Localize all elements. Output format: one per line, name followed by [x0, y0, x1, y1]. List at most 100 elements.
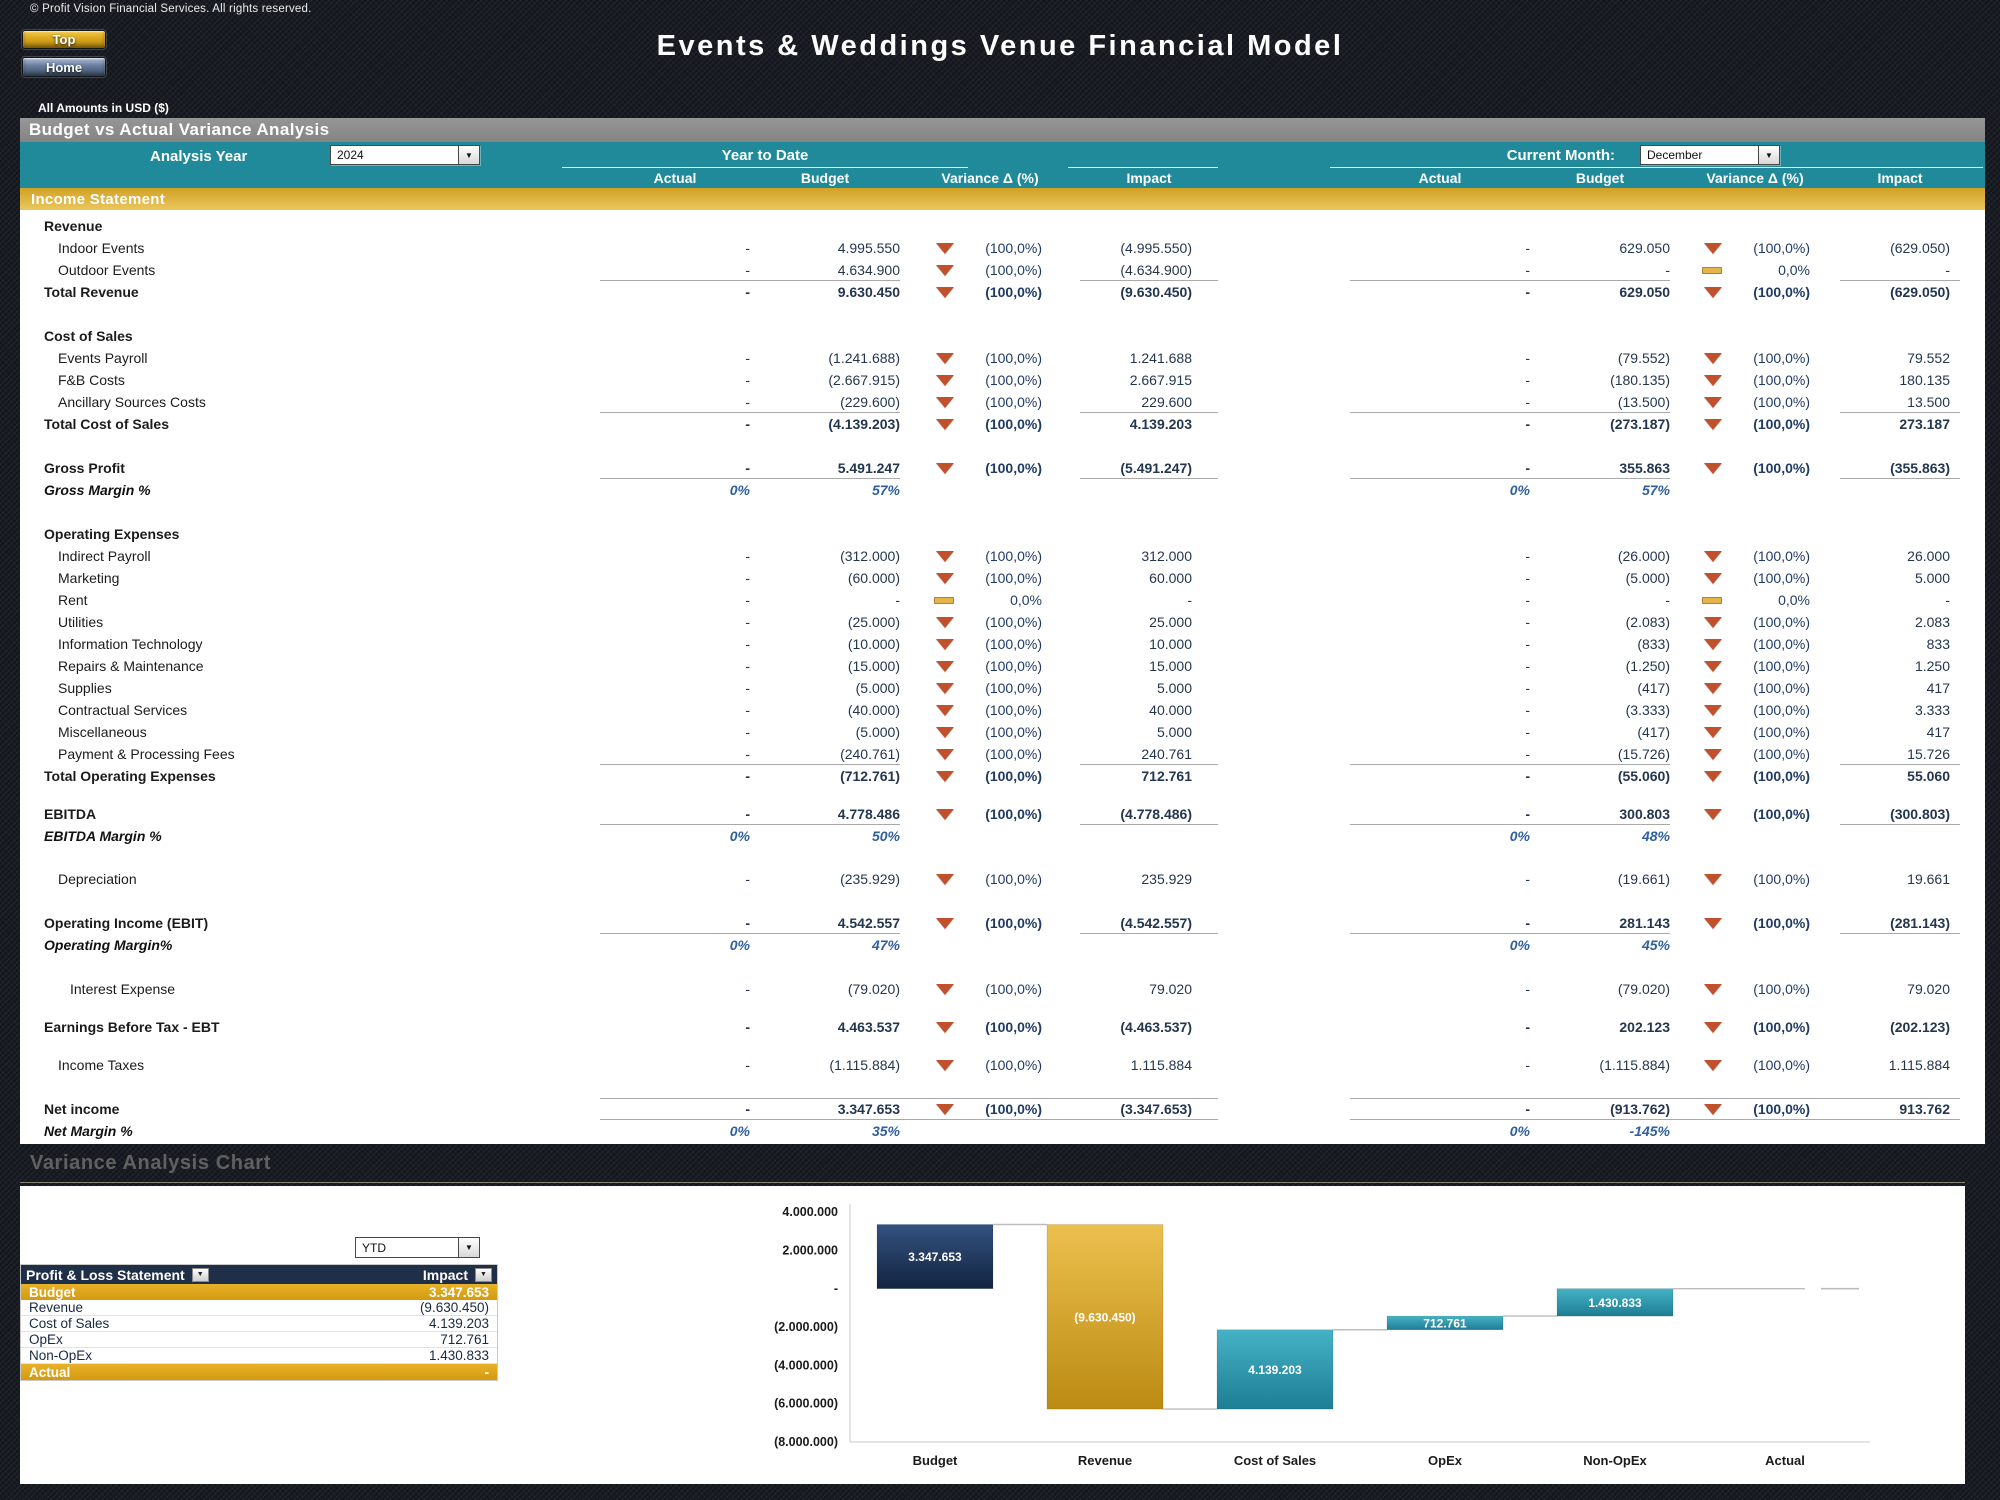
analysis-year-select[interactable]: 2024 ▼: [330, 145, 480, 165]
variance-down-icon: [936, 374, 954, 386]
col-header-cm-budget: Budget: [1575, 170, 1625, 186]
pnl-table-rows: Budget 3.347.653 Revenue (9.630.450) Cost of…: [21, 1284, 497, 1380]
income-row: Outdoor Events -4.634.900 (100,0%) (4.634.9…: [20, 259, 1985, 281]
variance-down-icon: [1704, 616, 1722, 628]
variance-down-icon: [936, 352, 954, 364]
income-row: Indirect Payroll - (312.000) (100,0%) 312.00…: [58, 548, 1950, 564]
variance-down-icon: [936, 704, 954, 716]
page-title: Events & Weddings Venue Financial Model: [656, 30, 1344, 62]
waterfall-chart-container: 4.000.000 2.000.000 - (2.000.000) (4.000.000…: [700, 1190, 1950, 1484]
pnl-row-label: OpEx: [29, 1332, 63, 1347]
top-button[interactable]: Top: [22, 30, 106, 49]
variance-down-icon: [936, 418, 954, 430]
svg-text:Cost of Sales: Cost of Sales: [1234, 1453, 1316, 1468]
variance-waterfall-chart: 4.000.000 2.000.000 - (2.000.000) (4.000.000…: [774, 1204, 1870, 1468]
table-header-band: Analysis Year 2024 ▼ Year to Date Curren…: [20, 142, 1985, 188]
income-row: Gross Profit -5.491.247 (100,0%) (5.491.247…: [20, 457, 1985, 479]
variance-down-icon: [1704, 352, 1722, 364]
svg-text:Budget: Budget: [913, 1453, 958, 1468]
col-header-ytd-actual: Actual: [653, 170, 697, 186]
pnl-row-value: 712.761: [440, 1332, 489, 1347]
variance-down-icon: [936, 396, 954, 408]
svg-text:(9.630.450): (9.630.450): [1074, 1310, 1135, 1324]
variance-down-icon: [1704, 660, 1722, 672]
pnl-row-label: Revenue: [29, 1300, 84, 1315]
variance-down-icon: [936, 616, 954, 628]
pnl-table-header: Profit & Loss Statement ▼ Impact ▼: [21, 1265, 497, 1284]
income-row: Total Cost of Sales - (4.139.203) (100,0%) 4…: [44, 416, 1950, 432]
income-statement-table: Revenue Indoor Events -4.995.550 (100,0%) (4…: [20, 210, 1985, 1144]
svg-text:Revenue: Revenue: [1078, 1453, 1132, 1468]
svg-text:Actual: Actual: [1765, 1453, 1805, 1468]
svg-text:4.000.000: 4.000.000: [782, 1205, 838, 1219]
variance-down-icon: [936, 1059, 954, 1071]
income-row-spacer: [20, 501, 1985, 523]
chevron-down-icon[interactable]: ▼: [458, 146, 479, 164]
income-row-spacer: [20, 847, 1985, 868]
variance-down-icon: [1704, 572, 1722, 584]
variance-down-icon: [1704, 1021, 1722, 1033]
svg-text:(6.000.000): (6.000.000): [774, 1397, 838, 1411]
variance-down-icon: [1704, 1103, 1722, 1115]
income-row-spacer: [20, 1000, 1985, 1016]
income-row: Revenue: [44, 218, 103, 234]
pnl-impact-table: Profit & Loss Statement ▼ Impact ▼ Budge…: [20, 1264, 498, 1381]
variance-chart-panel: YTD ▼ Profit & Loss Statement ▼ Impact ▼…: [20, 1186, 1965, 1484]
filter-dropdown-icon[interactable]: ▼: [475, 1267, 492, 1282]
pnl-table-row: Revenue (9.630.450): [21, 1300, 497, 1316]
variance-down-icon: [1704, 396, 1722, 408]
variance-down-icon: [936, 983, 954, 995]
variance-down-icon: [1704, 917, 1722, 929]
svg-text:4.139.203: 4.139.203: [1248, 1363, 1302, 1377]
variance-down-icon: [936, 572, 954, 584]
divider-line: [20, 1182, 1965, 1183]
variance-down-icon: [1704, 462, 1722, 474]
amounts-note: All Amounts in USD ($): [38, 101, 169, 115]
filter-dropdown-icon[interactable]: ▼: [191, 1267, 209, 1282]
variance-down-icon: [1704, 748, 1722, 760]
pnl-row-value: 1.430.833: [428, 1348, 489, 1363]
pnl-row-value: -: [484, 1364, 490, 1380]
variance-down-icon: [1704, 550, 1722, 562]
variance-down-icon: [936, 462, 954, 474]
analysis-year-label: Analysis Year: [150, 148, 248, 165]
income-row-spacer: [20, 890, 1985, 912]
income-row-spacer: [20, 787, 1985, 803]
variance-flat-icon: [934, 596, 954, 604]
period-select[interactable]: YTD ▼: [355, 1237, 480, 1258]
income-row: Cost of Sales: [44, 328, 133, 344]
ytd-impact-underline: [1068, 167, 1218, 168]
period-value: YTD: [362, 1240, 386, 1255]
chevron-down-icon[interactable]: ▼: [458, 1238, 479, 1257]
current-month-select[interactable]: December ▼: [1640, 145, 1780, 165]
current-month-underline: [1330, 167, 1983, 168]
variance-down-icon: [1704, 726, 1722, 738]
variance-down-icon: [1704, 242, 1722, 254]
income-row: EBITDA Margin % 0% 50% 0% 48%: [44, 828, 1670, 844]
chevron-down-icon[interactable]: ▼: [1758, 146, 1779, 164]
ytd-underline: [562, 167, 968, 168]
variance-down-icon: [936, 748, 954, 760]
pnl-table-row: Cost of Sales 4.139.203: [21, 1316, 497, 1332]
variance-down-icon: [936, 638, 954, 650]
variance-down-icon: [936, 264, 954, 276]
income-row: Total Operating Expenses - (712.761) (100,0…: [44, 768, 1950, 784]
income-row: Income Taxes - (1.115.884) (100,0%) 1.115.88…: [58, 1057, 1950, 1073]
pnl-row-label: Non-OpEx: [29, 1348, 93, 1363]
col-header-ytd-impact: Impact: [1126, 170, 1172, 186]
income-row: Repairs & Maintenance - (15.000) (100,0%) 15…: [58, 658, 1950, 674]
income-row: Utilities - (25.000) (100,0%) 25.000- (2.083)…: [58, 614, 1950, 630]
variance-down-icon: [936, 660, 954, 672]
income-row: Earnings Before Tax - EBT -4.463.537 (100,…: [44, 1019, 1950, 1035]
copyright-text: © Profit Vision Financial Services. All …: [30, 3, 312, 15]
variance-down-icon: [1704, 873, 1722, 885]
income-row-spacer: [20, 303, 1985, 325]
variance-flat-icon: [1702, 266, 1722, 274]
income-row: Depreciation - (235.929) (100,0%) 235.929- (1…: [58, 871, 1950, 887]
home-button[interactable]: Home: [22, 57, 106, 77]
income-row: Miscellaneous - (5.000) (100,0%) 5.000- (417)…: [58, 724, 1950, 740]
col-header-ytd-variance: Variance Δ (%): [941, 170, 1039, 186]
income-row: Total Revenue -9.630.450 (100,0%) (9.630.45…: [44, 284, 1950, 300]
income-row: Interest Expense - (79.020) (100,0%) 79.020-…: [70, 981, 1950, 997]
svg-text:(4.000.000): (4.000.000): [774, 1358, 838, 1372]
